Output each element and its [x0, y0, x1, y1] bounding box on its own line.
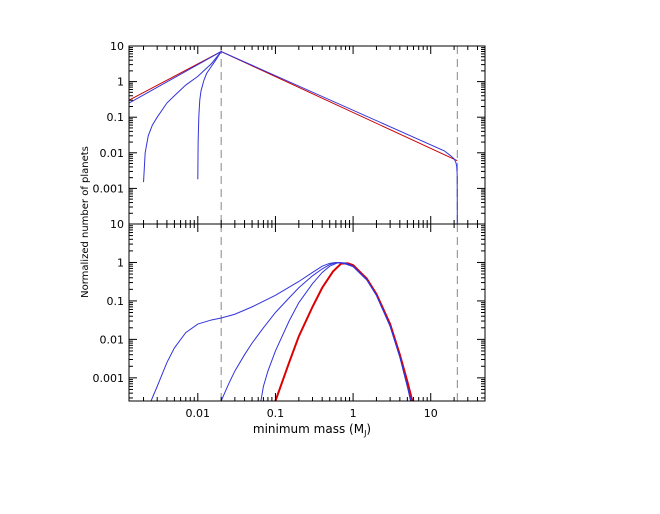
top-series-1 — [129, 50, 458, 224]
bottom-x-tick-label: 0.1 — [267, 407, 285, 420]
top-series-3 — [197, 51, 222, 180]
bottom-y-tick-label: 0.1 — [107, 295, 125, 308]
bottom-series-3 — [260, 261, 412, 401]
bottom-series-1 — [150, 261, 412, 401]
bottom-y-tick-label: 0.001 — [93, 372, 125, 385]
bottom-x-tick-label: 0.01 — [186, 407, 211, 420]
bottom-series-2 — [220, 262, 412, 401]
top-y-tick-label: 0.01 — [100, 147, 125, 160]
y-axis-label: Normalized number of planets — [80, 146, 91, 298]
x-axis-label-sub: J — [363, 429, 366, 438]
bottom-y-tick-label: 10 — [110, 218, 124, 231]
top-y-tick-label: 1 — [117, 76, 124, 89]
top-y-tick-label: 0.1 — [107, 111, 125, 124]
bottom-x-tick-label: 1 — [350, 407, 357, 420]
top-y-tick-label: 0.001 — [93, 182, 125, 195]
top-series-0 — [129, 50, 458, 162]
x-axis-label: minimum mass (MJ) — [253, 422, 371, 438]
x-axis-label-end: ) — [366, 422, 371, 436]
top-panel: 10 1 0.1 0.01 0.001 — [93, 40, 486, 225]
x-axis-label-main: minimum mass (M — [253, 422, 364, 436]
top-y-tick-label: 10 — [110, 40, 124, 53]
bottom-frame — [128, 223, 486, 402]
bottom-x-tick-label: 10 — [424, 407, 438, 420]
bottom-y-tick-label: 1 — [117, 256, 124, 269]
bottom-y-tick-label: 0.01 — [100, 333, 125, 346]
top-series-2 — [143, 51, 222, 183]
bottom-panel: 10 1 0.1 0.01 0.001 0.01 0.1 1 10 — [93, 218, 486, 420]
